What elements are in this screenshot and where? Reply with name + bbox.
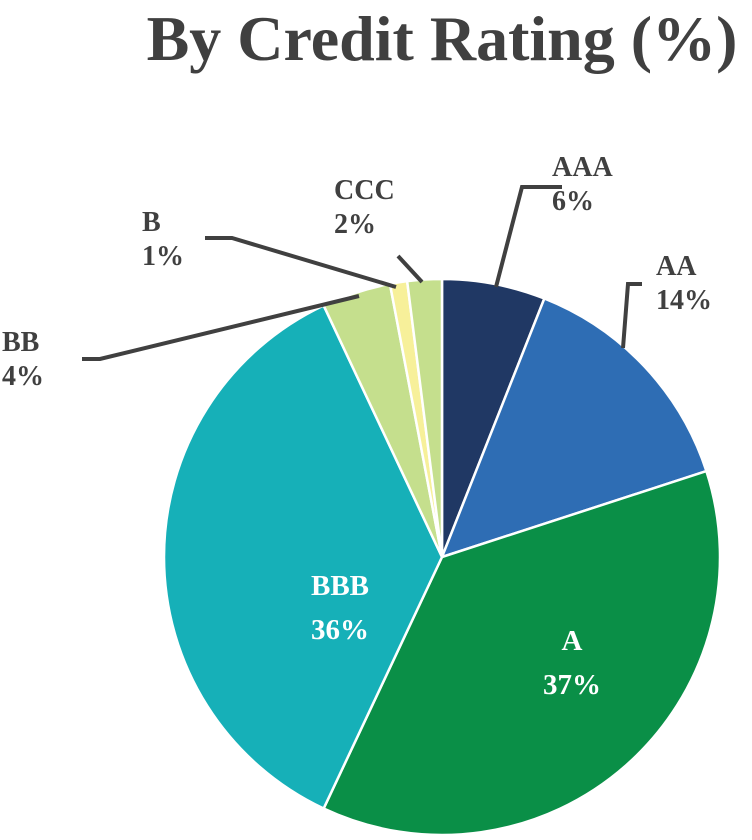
slice-value-ccc: 2%: [334, 209, 376, 240]
leader-line-aaa: [494, 185, 562, 288]
pie-slices: [162, 277, 722, 837]
leader-line-bb: [82, 294, 360, 361]
pie-slice-bbb: [162, 303, 444, 811]
leader-line-aa: [621, 282, 642, 349]
slice-label-aaa: AAA: [552, 152, 613, 183]
slice-label-b: B: [142, 207, 161, 238]
slice-value-aaa: 6%: [552, 186, 594, 217]
pie-slice-ccc: [405, 277, 444, 558]
slice-label-ccc: CCC: [334, 175, 395, 206]
leader-line-ccc: [396, 254, 424, 284]
leader-line-b: [205, 236, 397, 289]
slice-value-bbb: 36%: [311, 614, 369, 646]
slice-value-bb: 4%: [2, 361, 44, 392]
pie-slice-a: [321, 469, 722, 837]
slice-value-b: 1%: [142, 241, 184, 272]
slice-label-a: A: [562, 625, 583, 657]
slice-value-a: 37%: [543, 669, 601, 701]
slice-label-bbb: BBB: [311, 570, 369, 602]
slice-label-aa: AA: [656, 251, 697, 282]
slice-label-bb: BB: [2, 327, 39, 358]
leader-lines: [82, 185, 642, 361]
chart-title: By Credit Rating (%): [147, 3, 738, 74]
slice-value-aa: 14%: [656, 285, 712, 316]
